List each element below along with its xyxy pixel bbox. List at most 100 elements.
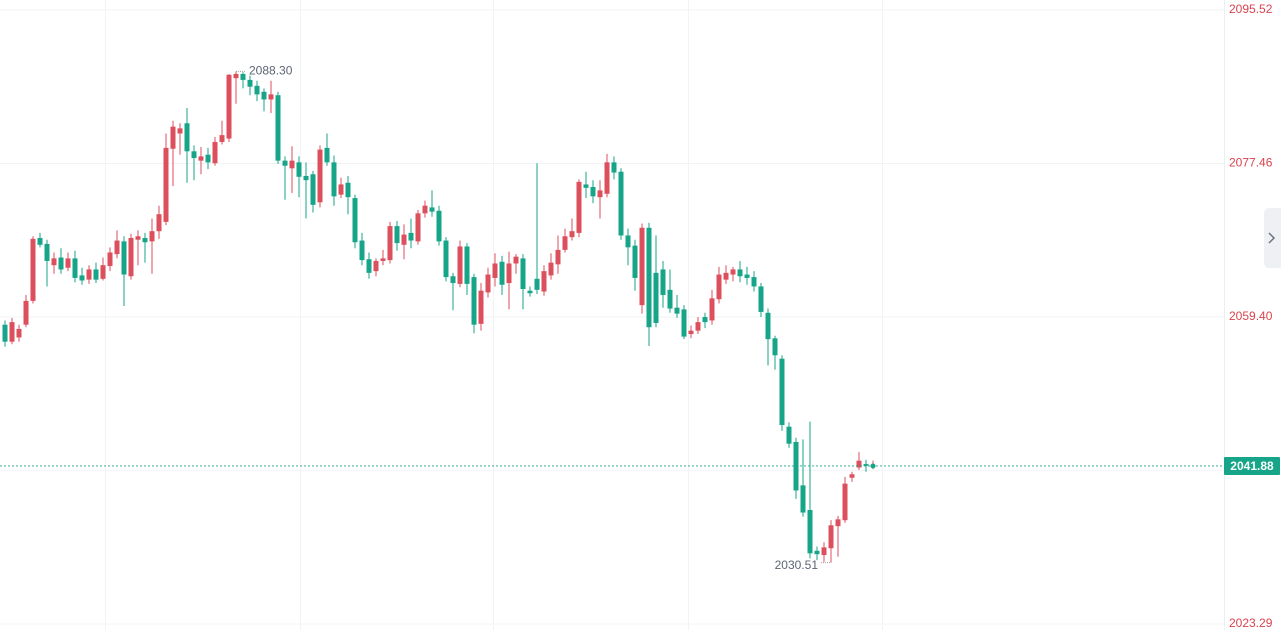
candle-body <box>408 232 414 241</box>
candle-body <box>681 309 687 337</box>
candle-body <box>275 95 281 161</box>
candle-body <box>660 269 666 295</box>
candle-body <box>499 261 505 285</box>
candle-body <box>800 485 806 513</box>
y-tick-label: 2077.46 <box>1229 156 1273 170</box>
candle-body <box>856 460 862 468</box>
candle-body <box>198 156 204 161</box>
candle-body <box>163 147 169 222</box>
candle-body <box>310 174 316 205</box>
candle-body <box>289 160 295 169</box>
candle-body <box>464 246 470 284</box>
candle-body <box>268 94 274 100</box>
candle-body <box>702 317 708 323</box>
candle-body <box>184 123 190 152</box>
candle-body <box>723 272 729 280</box>
candle-body <box>415 213 421 242</box>
candle-body <box>576 181 582 233</box>
candle-body <box>121 241 127 275</box>
candle-body <box>569 231 575 238</box>
candle-body <box>520 258 526 289</box>
candle-body <box>394 226 400 244</box>
candle-body <box>807 509 813 554</box>
candle-body <box>331 162 337 197</box>
y-tick-label: 2059.40 <box>1229 309 1273 323</box>
candle-body <box>814 550 820 555</box>
candle-body <box>709 298 715 321</box>
candle-body <box>597 190 603 198</box>
candle-body <box>478 290 484 324</box>
last-price-dot <box>870 463 876 469</box>
low-annotation: 2030.51 <box>775 558 819 572</box>
high-annotation: 2088.30 <box>249 64 293 78</box>
candle-body <box>177 128 183 134</box>
candle-body <box>317 149 323 203</box>
candle-body <box>219 135 225 142</box>
candle-body <box>639 227 645 306</box>
candle-body <box>863 464 869 466</box>
candle-body <box>345 182 351 198</box>
vertical-grid <box>105 0 883 630</box>
candle-body <box>548 262 554 276</box>
candle-body <box>541 271 547 292</box>
candle-body <box>30 238 36 301</box>
candle-body <box>443 240 449 278</box>
candle-body <box>583 184 589 188</box>
candle-body <box>366 259 372 273</box>
candle-body <box>604 162 610 194</box>
candle-body <box>751 277 757 287</box>
candle-body <box>135 236 141 240</box>
candle-body <box>555 249 561 265</box>
candle-body <box>380 258 386 261</box>
candle-body <box>247 79 253 87</box>
last-price-tag <box>1224 456 1280 475</box>
candle-body <box>191 151 197 159</box>
candle-body <box>506 263 512 284</box>
candle-body <box>758 286 764 312</box>
candle-body <box>429 207 435 212</box>
candle-body <box>849 474 855 478</box>
candle-body <box>436 210 442 242</box>
candle-body <box>674 307 680 314</box>
last-price-label: 2041.88 <box>1230 459 1274 473</box>
candle-body <box>114 240 120 255</box>
candle-body <box>730 269 736 275</box>
candle-body <box>450 276 456 284</box>
candle-body <box>457 246 463 284</box>
candle-body <box>128 237 134 277</box>
candle-body <box>842 483 848 521</box>
candle-body <box>107 252 113 267</box>
expand-button[interactable] <box>1264 208 1281 268</box>
candle-body <box>352 198 358 243</box>
candle-body <box>359 240 365 261</box>
candle-body <box>23 300 29 325</box>
candle-body <box>534 278 540 290</box>
candle-body <box>625 235 631 248</box>
candle-body <box>611 162 617 173</box>
candle-body <box>170 126 176 149</box>
candle-body <box>562 236 568 250</box>
candle-body <box>142 237 148 243</box>
candle-body <box>65 258 71 268</box>
candles <box>2 71 876 563</box>
candle-body <box>296 162 302 177</box>
candle-body <box>72 258 78 278</box>
candle-body <box>254 85 260 95</box>
candle-body <box>779 358 785 425</box>
candle-body <box>93 269 99 280</box>
candle-body <box>492 263 498 278</box>
candle-body <box>212 141 218 164</box>
candle-body <box>821 547 827 556</box>
candle-body <box>387 226 393 261</box>
candle-body <box>338 184 344 195</box>
candle-body <box>324 147 330 163</box>
candle-body <box>786 426 792 444</box>
candle-body <box>9 322 15 342</box>
candle-body <box>737 269 743 277</box>
candle-body <box>233 73 239 79</box>
candle-body <box>772 338 778 356</box>
candle-body <box>373 260 379 272</box>
candle-body <box>261 91 267 100</box>
candle-body <box>205 154 211 163</box>
